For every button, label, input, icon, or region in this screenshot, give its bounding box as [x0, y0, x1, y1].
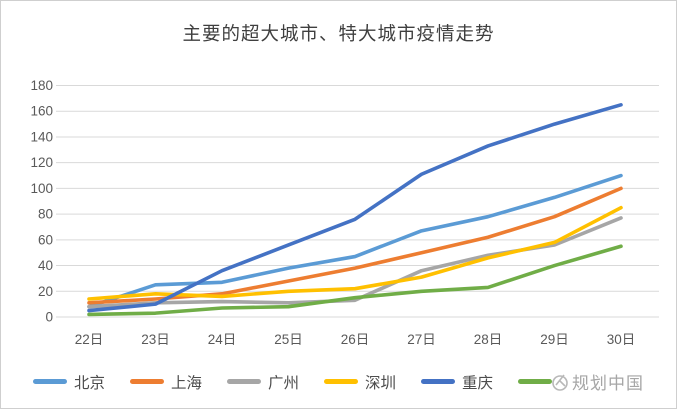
y-axis-tick-label: 0 [45, 310, 53, 325]
legend-color-swatch [226, 379, 261, 384]
legend-label: 上海 [170, 374, 202, 392]
series-line [87, 244, 623, 317]
x-axis-tick-label: 25日 [274, 332, 303, 347]
x-axis-tick-label: 22日 [75, 332, 104, 347]
legend-item: 深圳 [324, 371, 396, 393]
watermark: 规划中国 [552, 369, 645, 394]
legend-label: 深圳 [365, 374, 397, 392]
x-axis-tick-label: 26日 [341, 332, 370, 347]
chart-title: 主要的超大城市、特大城市疫情走势 [182, 23, 495, 44]
y-axis-tick-label: 120 [30, 155, 53, 170]
y-axis-tick-label: 160 [30, 104, 53, 119]
legend-color-swatch [518, 379, 553, 384]
watermark-round-logo-icon [552, 374, 568, 391]
y-axis-tick-label: 100 [30, 181, 53, 196]
legend-item: 广州 [226, 371, 299, 393]
x-axis-tick-label: 28日 [474, 332, 503, 347]
y-axis-tick-label: 40 [38, 258, 53, 273]
x-axis-tick-label: 30日 [607, 332, 636, 347]
legend-color-swatch [421, 379, 456, 384]
y-axis-tick-label: 20 [38, 284, 53, 299]
y-axis-tick-label: 80 [38, 207, 53, 222]
series-line [87, 186, 623, 305]
legend-color-swatch [324, 379, 358, 384]
chart-legend: 北京 上海 广州 深圳 重庆 规划中国 [1, 369, 676, 394]
series-line [87, 103, 623, 313]
x-axis-tick-label: 24日 [208, 332, 237, 347]
legend-item: 北京 [32, 371, 105, 393]
legend-item: 重庆 [421, 371, 493, 393]
y-axis-tick-label: 180 [30, 78, 53, 93]
x-axis-tick-label: 23日 [141, 332, 170, 347]
watermark-text: 规划中国 [572, 374, 645, 393]
legend-label: 重庆 [462, 374, 494, 392]
series-line [87, 173, 623, 309]
legend-color-swatch [32, 379, 67, 384]
legend-label: 广州 [267, 374, 299, 392]
x-axis-tick-label: 27日 [407, 332, 436, 347]
legend-color-swatch [129, 379, 164, 384]
legend-item: 上海 [129, 371, 202, 393]
legend-label: 北京 [73, 374, 105, 392]
x-axis-tick-label: 29日 [540, 332, 569, 347]
legend-item: 规划中国 [518, 369, 644, 394]
y-axis-tick-label: 60 [38, 232, 53, 247]
y-axis-tick-label: 140 [30, 129, 53, 144]
